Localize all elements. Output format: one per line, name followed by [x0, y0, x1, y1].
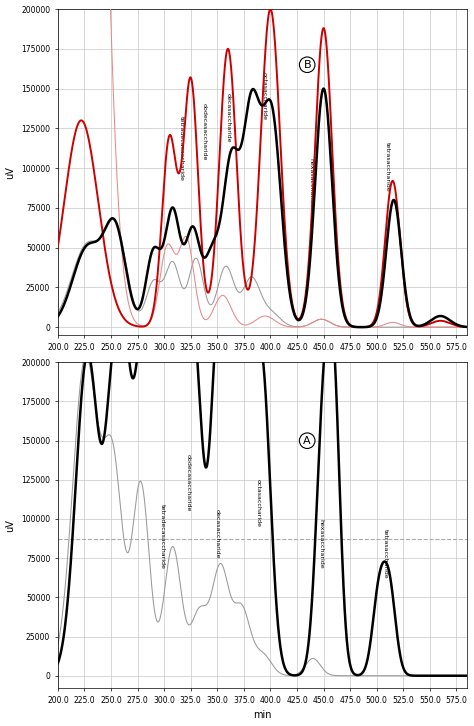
Y-axis label: uV: uV: [6, 519, 16, 531]
Text: hexasaccharide: hexasaccharide: [318, 520, 323, 569]
Text: tetrasaccharide: tetrasaccharide: [385, 142, 390, 192]
Text: decasaccharide: decasaccharide: [226, 93, 230, 142]
Text: dodecasaccharide: dodecasaccharide: [202, 103, 207, 160]
Text: tetrasaccharide: tetrasaccharide: [383, 529, 388, 579]
Text: A: A: [303, 436, 311, 446]
Text: dodecasaccharide: dodecasaccharide: [186, 454, 191, 511]
Text: decasaccharide: decasaccharide: [215, 509, 220, 558]
Y-axis label: uV: uV: [6, 166, 16, 179]
Text: hexasaccharide: hexasaccharide: [308, 158, 313, 208]
Text: tetradecasaccharide: tetradecasaccharide: [160, 505, 164, 569]
Text: octasaccharide: octasaccharide: [262, 73, 266, 121]
Text: octasaccharide: octasaccharide: [255, 478, 260, 527]
Text: B: B: [303, 60, 311, 70]
X-axis label: min: min: [253, 711, 272, 720]
Text: tetradecasaccharide: tetradecasaccharide: [179, 116, 183, 181]
